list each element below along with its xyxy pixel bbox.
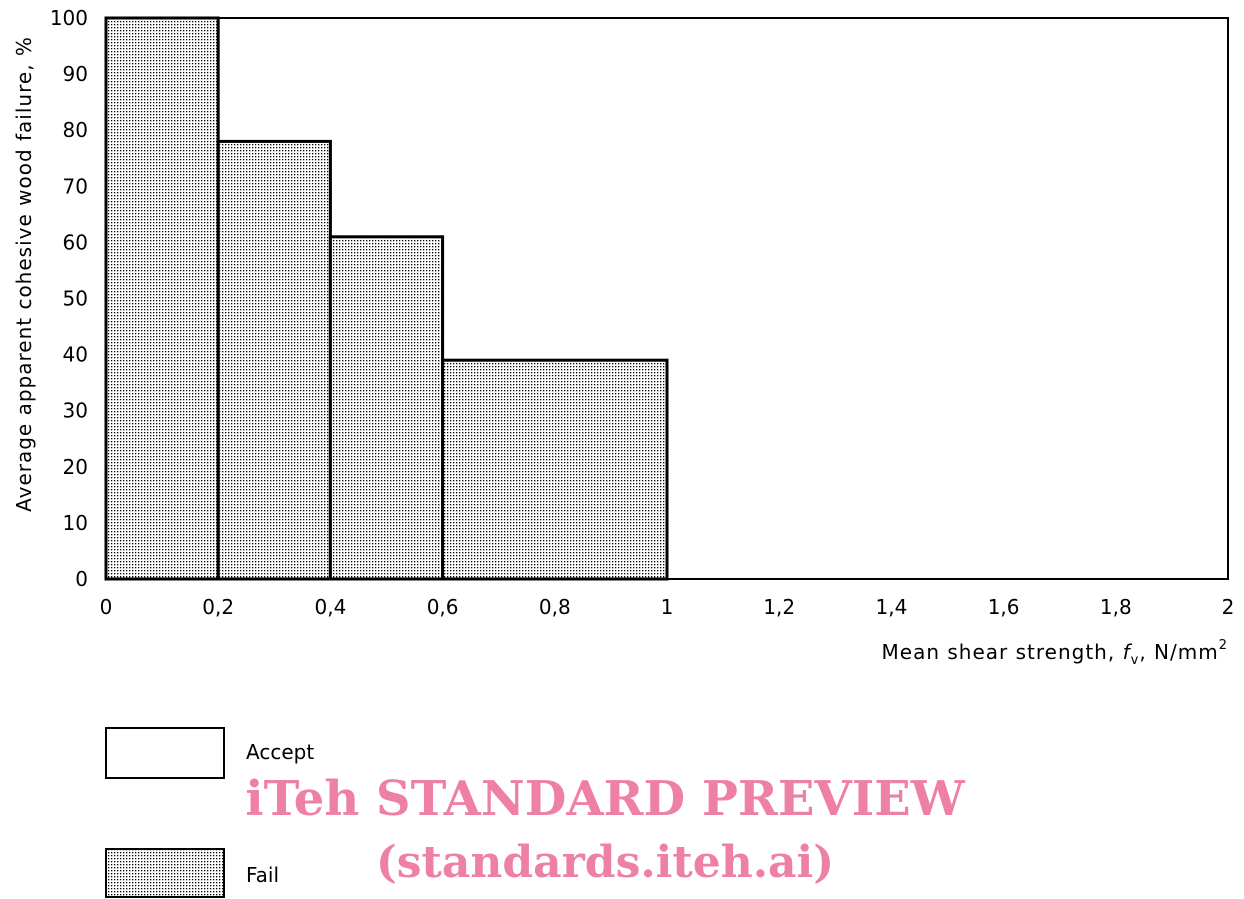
bars-layer [104,16,669,581]
bar-3 [441,358,669,581]
y-axis-label: Average apparent cohesive wood failure, … [12,36,36,512]
plot-frame [105,17,1229,580]
y-tick-label: 60 [63,230,88,254]
x-tick-label: 1,8 [1100,595,1132,619]
y-tick-label: 40 [63,343,88,367]
legend-accept-label: Accept [246,740,314,764]
y-tick-label: 100 [50,6,88,30]
legend-fail-label: Fail [246,863,279,887]
x-axis-label-superscript: 2 [1219,638,1228,653]
legend-accept-swatch [105,727,225,779]
x-axis-label-middle: , N/mm [1139,640,1218,664]
bar-0 [104,16,220,581]
x-axis-label: Mean shear strength, fv, N/mm2 [882,638,1228,668]
x-tick-label: 0 [100,595,113,619]
y-tick-label: 20 [63,455,88,479]
x-tick-label: 0,4 [314,595,346,619]
x-tick-label: 0,8 [539,595,571,619]
x-axis-label-subscript: v [1131,653,1140,668]
bar-1 [216,139,332,581]
legend: Accept Fail [105,727,314,898]
y-tick-label: 70 [63,174,88,198]
y-tick-label: 30 [63,399,88,423]
x-tick-label: 0,2 [202,595,234,619]
x-axis-label-prefix: Mean shear strength, [882,640,1123,664]
y-tick-label: 80 [63,118,88,142]
x-tick-label: 1,4 [875,595,907,619]
x-tick-label: 0,6 [427,595,459,619]
legend-fail-swatch [105,848,225,898]
x-tick-label: 1,6 [988,595,1020,619]
watermark-line-1: iTeh STANDARD PREVIEW [245,771,965,827]
x-tick-label: 1,2 [763,595,795,619]
y-axis-tick-labels: 0 10 20 30 40 50 60 70 80 90 100 [50,6,88,591]
bar-2 [328,235,445,581]
x-axis-tick-labels: 0 0,2 0,4 0,6 0,8 1 1,2 1,4 1,6 1,8 2 [100,595,1235,619]
y-tick-label: 10 [63,511,88,535]
watermark-line-2: (standards.iteh.ai) [376,837,834,888]
x-tick-label: 1 [661,595,674,619]
x-axis-label-symbol: f [1123,640,1133,664]
y-tick-label: 90 [63,62,88,86]
y-tick-label: 50 [63,287,88,311]
x-tick-label: 2 [1222,595,1235,619]
y-tick-label: 0 [75,567,88,591]
